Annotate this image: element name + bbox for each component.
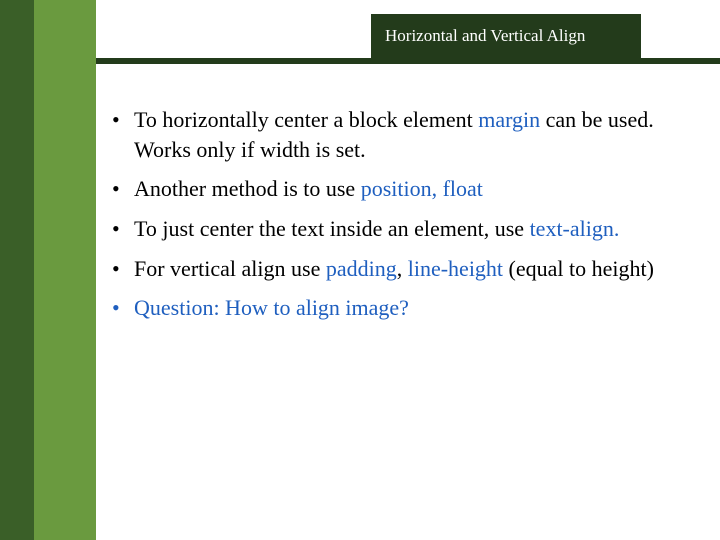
body-text: (equal to height): [503, 256, 654, 281]
content-area: To horizontally center a block element m…: [110, 105, 690, 333]
body-text: To horizontally center a block element: [134, 107, 478, 132]
sidebar: [0, 0, 96, 540]
keyword-text: margin: [478, 107, 540, 132]
body-text: Another method is to use: [134, 176, 361, 201]
title-band: Horizontal and Vertical Align: [96, 14, 720, 64]
keyword-text: Question: How to align image?: [134, 295, 409, 320]
list-item: Another method is to use position, float: [110, 174, 690, 204]
sidebar-stripe-light: [34, 0, 96, 540]
list-item: For vertical align use padding, line-hei…: [110, 254, 690, 284]
title-underline: [96, 58, 720, 64]
keyword-text: position, float: [361, 176, 483, 201]
keyword-text: line-height: [408, 256, 503, 281]
keyword-text: text-align.: [530, 216, 620, 241]
sidebar-stripe-dark: [0, 0, 34, 540]
bullet-list: To horizontally center a block element m…: [110, 105, 690, 323]
list-item: To just center the text inside an elemen…: [110, 214, 690, 244]
slide-title: Horizontal and Vertical Align: [371, 14, 641, 58]
list-item: To horizontally center a block element m…: [110, 105, 690, 164]
body-text: For vertical align use: [134, 256, 326, 281]
body-text: To just center the text inside an elemen…: [134, 216, 530, 241]
keyword-text: padding: [326, 256, 397, 281]
body-text: ,: [397, 256, 408, 281]
list-item: Question: How to align image?: [110, 293, 690, 323]
